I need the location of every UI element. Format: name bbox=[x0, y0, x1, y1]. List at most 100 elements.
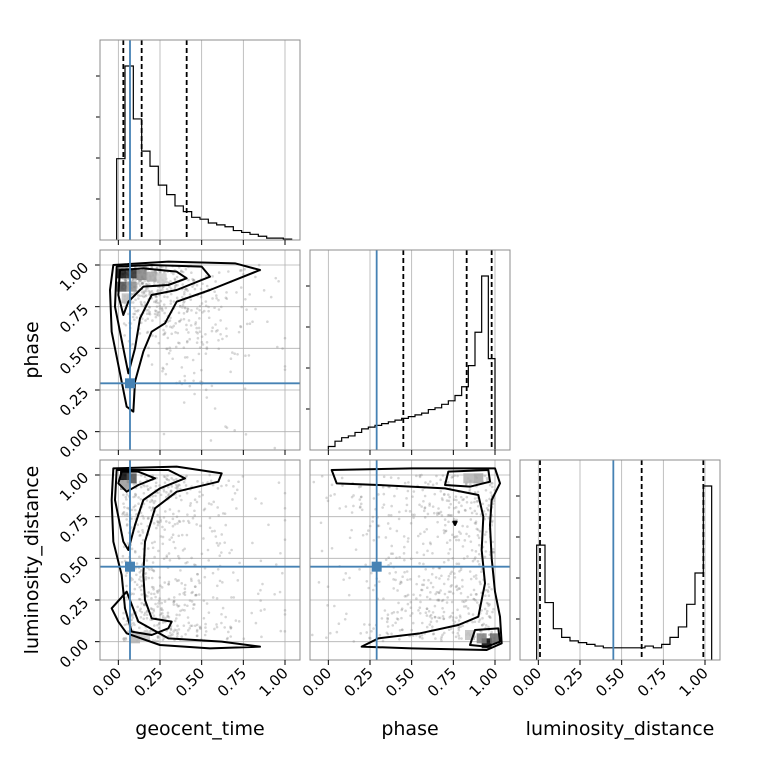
sample-point bbox=[183, 593, 187, 597]
sample-point bbox=[410, 628, 413, 632]
sample-point bbox=[166, 614, 170, 617]
sample-point bbox=[202, 537, 205, 540]
sample-point bbox=[422, 583, 426, 587]
sample-point bbox=[365, 631, 369, 634]
xtick-label-phase-0: 0.00 bbox=[299, 664, 335, 700]
sample-point bbox=[256, 592, 260, 596]
sample-point bbox=[359, 495, 363, 499]
sample-point bbox=[462, 557, 466, 560]
sample-point bbox=[162, 303, 166, 306]
sample-point bbox=[131, 301, 135, 304]
sample-point bbox=[386, 522, 390, 525]
sample-point bbox=[312, 480, 316, 484]
sample-point bbox=[211, 326, 214, 330]
sample-point bbox=[158, 484, 161, 487]
sample-point bbox=[221, 581, 224, 584]
sample-point bbox=[186, 560, 189, 564]
sample-point bbox=[219, 319, 222, 322]
sample-point bbox=[172, 601, 175, 604]
sample-point bbox=[446, 596, 449, 599]
sample-point bbox=[154, 309, 157, 312]
sample-point bbox=[442, 493, 446, 496]
sample-point bbox=[185, 287, 188, 291]
sample-point bbox=[172, 600, 176, 603]
sample-point bbox=[491, 519, 494, 523]
sample-point bbox=[409, 600, 413, 604]
sample-point bbox=[157, 301, 160, 305]
sample-point bbox=[124, 278, 128, 282]
sample-point bbox=[229, 357, 233, 361]
sample-point bbox=[139, 485, 143, 489]
sample-point bbox=[200, 552, 204, 556]
sample-point bbox=[457, 501, 461, 504]
sample-point bbox=[172, 272, 175, 276]
sample-point bbox=[142, 502, 146, 506]
sample-point bbox=[189, 298, 193, 301]
sample-point bbox=[140, 610, 144, 614]
sample-point bbox=[243, 267, 246, 271]
sample-point bbox=[372, 627, 375, 630]
sample-point bbox=[181, 549, 185, 552]
sample-point bbox=[446, 480, 450, 484]
sample-point bbox=[203, 507, 207, 511]
sample-point bbox=[396, 589, 399, 592]
sample-point bbox=[137, 530, 140, 533]
sample-point bbox=[484, 550, 488, 553]
sample-point bbox=[214, 535, 218, 538]
sample-point bbox=[123, 513, 127, 517]
sample-point bbox=[473, 491, 477, 494]
sample-point bbox=[225, 484, 228, 487]
sample-point bbox=[169, 489, 173, 493]
sample-point bbox=[394, 578, 397, 582]
sample-point bbox=[442, 560, 446, 564]
sample-point bbox=[429, 480, 432, 483]
sample-point bbox=[157, 589, 161, 592]
sample-point bbox=[484, 594, 487, 598]
sample-point bbox=[192, 278, 196, 282]
sample-point bbox=[138, 598, 142, 601]
sample-point bbox=[199, 287, 203, 291]
sample-point bbox=[403, 594, 407, 598]
sample-point bbox=[177, 557, 181, 560]
sample-point bbox=[210, 384, 214, 388]
sample-point bbox=[151, 506, 155, 509]
sample-point bbox=[169, 633, 173, 637]
sample-point bbox=[159, 289, 162, 293]
sample-point bbox=[139, 302, 143, 306]
sample-point bbox=[357, 485, 361, 489]
sample-point bbox=[487, 504, 491, 507]
sample-point bbox=[354, 548, 358, 551]
sample-point bbox=[371, 515, 375, 519]
sample-point bbox=[156, 634, 160, 638]
sample-point bbox=[486, 588, 489, 592]
sample-point bbox=[396, 618, 400, 621]
sample-point bbox=[248, 293, 251, 296]
sample-point bbox=[240, 268, 243, 272]
sample-point bbox=[140, 291, 144, 294]
sample-point bbox=[235, 507, 238, 510]
sample-point bbox=[166, 485, 170, 489]
sample-point bbox=[409, 577, 412, 581]
hist2d-bin-0 bbox=[116, 268, 127, 279]
sample-point bbox=[431, 632, 435, 636]
sample-point bbox=[134, 494, 137, 498]
sample-point bbox=[157, 549, 160, 553]
sample-point bbox=[211, 483, 215, 487]
sample-point bbox=[437, 591, 441, 594]
sample-point bbox=[476, 559, 480, 563]
sample-point bbox=[451, 631, 455, 634]
sample-point bbox=[450, 514, 453, 517]
sample-point bbox=[185, 533, 189, 537]
sample-point bbox=[139, 300, 143, 304]
sample-point bbox=[184, 632, 187, 636]
sample-point bbox=[193, 624, 197, 628]
sample-point bbox=[196, 572, 199, 576]
sample-point bbox=[133, 492, 137, 496]
sample-point bbox=[419, 600, 422, 604]
sample-point bbox=[257, 263, 261, 267]
hist2d-bin-1 bbox=[490, 633, 500, 644]
sample-point bbox=[447, 506, 451, 509]
sample-point bbox=[178, 520, 182, 524]
sample-point bbox=[168, 634, 171, 638]
sample-point bbox=[455, 535, 459, 538]
